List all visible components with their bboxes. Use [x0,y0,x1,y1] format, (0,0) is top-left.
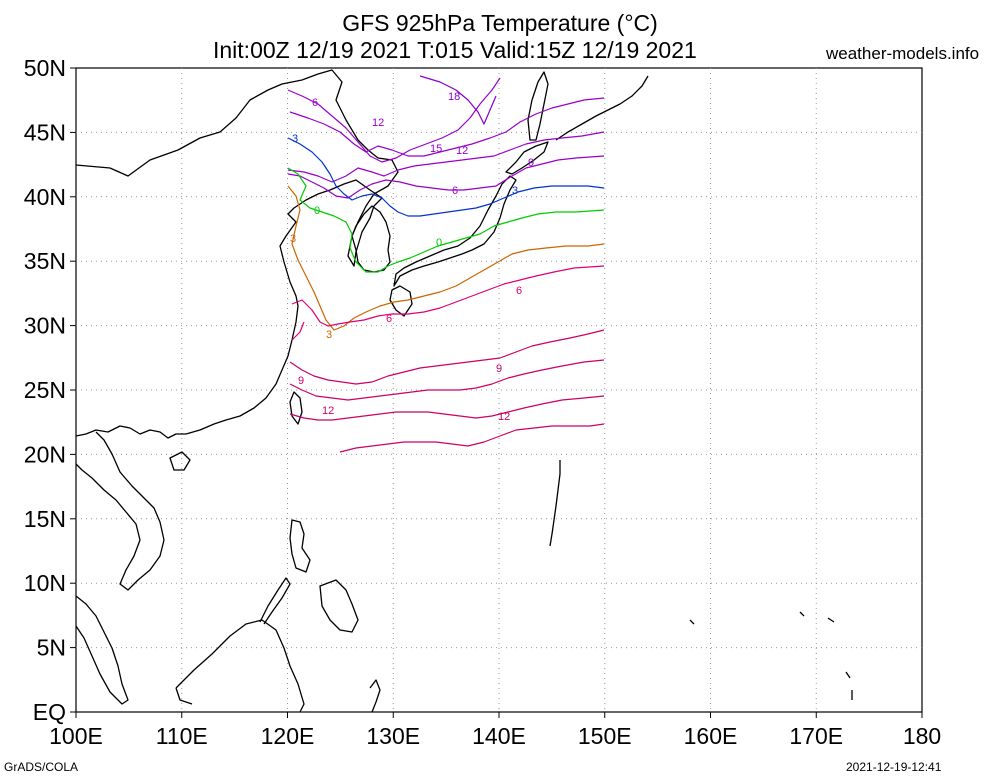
x-tick-label: 180 [903,723,941,749]
temperature-contours [287,75,605,453]
contour-labels: 6 18 12 15 12 9 6 3 3 0 0 3 3 6 6 9 9 12… [290,91,534,423]
y-tick-label: 15N [24,506,66,532]
x-tick-label: 160E [684,723,738,749]
y-tick-label: 45N [24,119,66,145]
contour-minus-18 [419,75,497,125]
contour-label-plus-3: 3 [290,233,296,245]
y-tick-label: 50N [24,55,66,81]
contour-label-plus-6b: 6 [516,285,522,297]
coast-japan-hokkaido [505,141,549,175]
coast-kuril [555,75,649,141]
x-tick-label: 120E [261,723,315,749]
coast-palawan [259,577,291,625]
contour-label-plus-3b: 3 [326,329,332,341]
coast-taiwan [289,391,303,425]
contour-plus-12b [339,423,605,453]
contour-label-minus-18: 18 [448,91,460,103]
grid [76,68,922,712]
contour-label-plus-6: 6 [386,313,392,325]
contour-label-minus-12: 12 [372,117,384,129]
contour-label-minus-9: 9 [528,157,534,169]
x-tick-label: 130E [366,723,420,749]
contour-plus-6b [291,321,305,341]
contour-label-plus-12: 12 [322,405,334,417]
y-tick-label: 25N [24,377,66,403]
map-title: GFS 925hPa Temperature (°C) [342,10,658,36]
contour-label-minus-6: 6 [312,97,318,109]
coast-japan-honshu [393,175,517,287]
contour-minus-12 [289,97,605,157]
coast-asia-mainland [75,69,399,439]
footer-software-label: GrADS/COLA [4,760,79,774]
contour-minus-6 [287,155,605,199]
valid-time-label: Init:00Z 12/19 2021 T:015 Valid:15Z 12/1… [213,37,697,63]
contour-label-minus-15: 15 [430,143,442,155]
contour-plus-6 [291,265,605,327]
coast-philippines-south [319,579,359,633]
x-tick-label: 140E [472,723,526,749]
contour-zero [287,167,605,273]
y-tick-label: 20N [24,441,66,467]
contour-label-zero-b: 0 [436,237,442,249]
coast-sakhalin [527,71,549,141]
map-frame [75,67,923,713]
coast-indochina [75,431,165,591]
contour-label-minus-12b: 12 [456,145,468,157]
y-tick-label: 5N [37,635,66,661]
contour-minus-3 [287,137,605,217]
footer-timestamp: 2021-12-19-12:41 [846,760,942,774]
source-site-label: weather-models.info [826,44,980,63]
y-tick-label: EQ [33,699,66,725]
coast-korea [351,205,391,273]
contour-label-minus-6b: 6 [452,185,458,197]
contour-label-minus-3b: 3 [512,185,518,197]
contour-minus-9 [287,131,605,183]
y-tick-label: 30N [24,313,66,339]
coast-sulawesi [369,679,381,713]
x-tick-label: 150E [578,723,632,749]
y-axis-labels: EQ 5N 10N 15N 20N 25N 30N 35N 40N 45N 50… [24,55,66,725]
y-tick-label: 10N [24,570,66,596]
contour-label-plus-9: 9 [298,375,304,387]
contour-plus-12 [289,395,605,421]
coast-japan-kyushu [389,285,413,317]
x-axis-labels: 100E 110E 120E 130E 140E 150E 160E 170E … [49,723,941,749]
contour-plus-3 [287,185,605,331]
coast-pacific-islands [689,611,853,700]
x-tick-label: 110E [156,723,208,749]
coast-malay [75,595,129,705]
contour-label-zero: 0 [314,205,320,217]
coast-borneo [175,619,305,713]
contour-label-plus-9b: 9 [496,363,502,375]
contour-plus-9b [289,359,605,401]
coast-philippines-luzon [289,519,311,573]
contour-plus-9 [289,329,605,385]
y-tick-label: 40N [24,184,66,210]
coast-hainan [169,451,191,471]
x-tick-label: 100E [49,723,103,749]
contour-minus-15 [287,77,501,163]
x-tick-label: 170E [789,723,843,749]
coast-mariana [549,460,561,547]
y-tick-label: 35N [24,248,66,274]
coastlines [75,69,853,713]
contour-label-plus-12b: 12 [498,411,510,423]
contour-label-minus-3: 3 [292,133,298,145]
